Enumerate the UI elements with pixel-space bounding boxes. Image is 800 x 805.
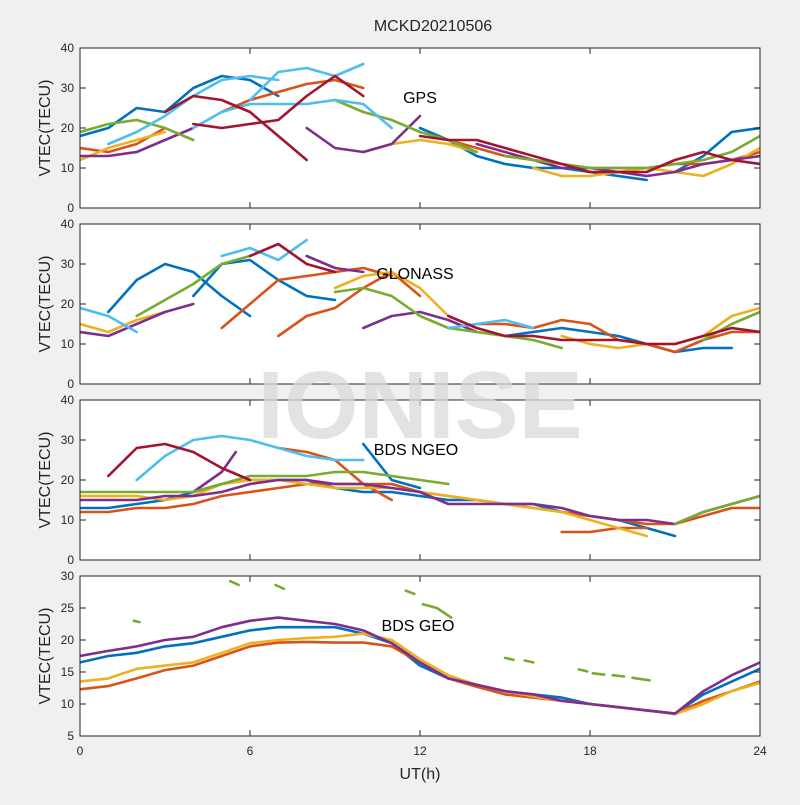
series-line bbox=[192, 450, 238, 494]
y-tick-label: 20 bbox=[61, 121, 75, 135]
x-tick-label: 12 bbox=[413, 744, 427, 758]
panel-2: 0 10 20 30 40 VTEC(TECU) GLONASS bbox=[37, 217, 761, 391]
series-line bbox=[362, 442, 422, 490]
panel-4: 0 6 12 18 24 5 10 15 20 25 30 VTEC(TECU) BDS GEO bbox=[37, 569, 767, 758]
series-group bbox=[80, 434, 760, 538]
series-line bbox=[192, 74, 365, 130]
panel-label: GLONASS bbox=[376, 266, 453, 283]
figure-title: MCKD20210506 bbox=[374, 18, 492, 35]
y-tick-label: 30 bbox=[61, 433, 75, 447]
y-tick-label: 10 bbox=[61, 513, 75, 527]
series-line bbox=[305, 254, 365, 274]
y-tick-label: 10 bbox=[61, 337, 75, 351]
series-line bbox=[631, 676, 651, 682]
x-axis-label: UT(h) bbox=[400, 766, 441, 783]
y-tick-label: 30 bbox=[61, 81, 75, 95]
series-group bbox=[80, 579, 760, 716]
series-group bbox=[80, 62, 760, 182]
series-line bbox=[220, 266, 393, 330]
series-line bbox=[228, 579, 240, 587]
series-line bbox=[274, 583, 286, 591]
series-line bbox=[107, 442, 252, 482]
series-line bbox=[80, 118, 195, 142]
y-axis-label: VTEC(TECU) bbox=[37, 256, 54, 353]
series-line bbox=[80, 106, 167, 138]
y-tick-label: 30 bbox=[61, 257, 75, 271]
y-tick-label: 30 bbox=[61, 569, 75, 583]
y-tick-label: 25 bbox=[61, 601, 75, 615]
series-line bbox=[447, 318, 535, 330]
series-line bbox=[611, 673, 626, 678]
series-line bbox=[404, 589, 416, 596]
y-tick-label: 40 bbox=[61, 217, 75, 231]
y-axis-label: VTEC(TECU) bbox=[37, 432, 54, 529]
y-tick-label: 20 bbox=[61, 473, 75, 487]
series-line bbox=[421, 602, 453, 619]
series-line bbox=[362, 310, 478, 334]
panel-3: 0 10 20 30 40 VTEC(TECU) BDS NGEO bbox=[37, 393, 761, 567]
series-line bbox=[248, 62, 365, 102]
y-tick-label: 40 bbox=[61, 393, 75, 407]
y-tick-label: 0 bbox=[67, 201, 74, 215]
y-tick-label: 10 bbox=[61, 161, 75, 175]
y-tick-label: 10 bbox=[61, 697, 75, 711]
series-line bbox=[80, 470, 450, 494]
series-line bbox=[80, 478, 648, 538]
y-tick-label: 15 bbox=[61, 665, 75, 679]
series-line bbox=[80, 302, 195, 338]
series-line bbox=[673, 494, 760, 526]
series-line bbox=[135, 254, 252, 318]
y-tick-label: 20 bbox=[61, 297, 75, 311]
panel-label: BDS GEO bbox=[382, 618, 455, 635]
series-line bbox=[591, 672, 606, 676]
series-line bbox=[577, 668, 589, 673]
series-line bbox=[135, 434, 365, 482]
series-line bbox=[80, 126, 195, 158]
watermark: IONISE bbox=[257, 352, 582, 459]
series-line bbox=[80, 478, 760, 526]
series-line bbox=[447, 314, 760, 346]
series-line bbox=[163, 74, 280, 114]
series-line bbox=[220, 238, 308, 262]
series-line bbox=[333, 98, 478, 154]
y-tick-label: 40 bbox=[61, 41, 75, 55]
series-line bbox=[305, 114, 422, 154]
panel-1: 0 10 20 30 40 VTEC(TECU) GPS bbox=[37, 41, 761, 215]
y-tick-label: 20 bbox=[61, 633, 75, 647]
panel-label: BDS NGEO bbox=[374, 442, 458, 459]
series-line bbox=[80, 306, 138, 334]
series-line bbox=[503, 656, 515, 662]
y-tick-label: 0 bbox=[67, 553, 74, 567]
x-tick-label: 0 bbox=[77, 744, 84, 758]
series-line bbox=[132, 619, 141, 624]
series-group bbox=[80, 238, 760, 354]
y-axis-label: VTEC(TECU) bbox=[37, 80, 54, 177]
series-line bbox=[80, 310, 167, 334]
series-line bbox=[163, 94, 308, 162]
series-line bbox=[523, 659, 535, 664]
series-line bbox=[192, 258, 337, 302]
y-tick-label: 5 bbox=[67, 729, 74, 743]
series-line bbox=[503, 326, 733, 354]
x-tick-label: 18 bbox=[583, 744, 597, 758]
x-tick-label: 6 bbox=[247, 744, 254, 758]
series-line bbox=[418, 134, 760, 174]
panels: 0 10 20 30 40 VTEC(TECU) GPS 0 10 20 30 40 VTEC(TECU… bbox=[37, 41, 767, 758]
y-tick-label: 0 bbox=[67, 377, 74, 391]
series-line bbox=[248, 242, 337, 274]
series-line bbox=[80, 616, 760, 715]
x-tick-label: 24 bbox=[753, 744, 767, 758]
series-line bbox=[560, 526, 648, 534]
y-axis-label: VTEC(TECU) bbox=[37, 608, 54, 705]
series-line bbox=[107, 262, 252, 318]
series-line bbox=[192, 98, 393, 130]
series-line bbox=[220, 78, 365, 114]
series-line bbox=[333, 270, 450, 318]
panel-label: GPS bbox=[403, 90, 437, 107]
series-line bbox=[80, 130, 167, 162]
